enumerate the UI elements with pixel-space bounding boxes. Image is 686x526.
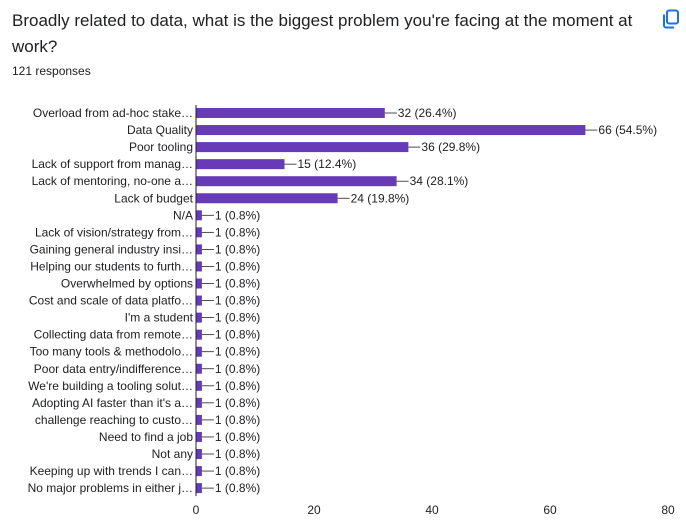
category-label: Need to find a job	[99, 430, 193, 444]
bar	[196, 159, 285, 170]
category-label: challenge reaching to custo…	[35, 413, 193, 427]
data-label: 1 (0.8%)	[215, 362, 260, 376]
category-label: Gaining general industry insi…	[30, 242, 193, 256]
copy-chart-button[interactable]	[660, 8, 682, 30]
bar	[196, 261, 202, 272]
category-label: Cost and scale of data platfo…	[29, 294, 193, 308]
bar	[196, 312, 202, 323]
data-label: 1 (0.8%)	[215, 208, 260, 222]
data-label: 32 (26.4%)	[398, 106, 457, 120]
bar	[196, 227, 202, 238]
bar	[196, 449, 202, 459]
response-count: 121 responses	[12, 64, 91, 78]
bar	[196, 278, 202, 289]
category-label: Keeping up with trends I can…	[30, 464, 193, 478]
bar	[196, 329, 202, 340]
question-title: Broadly related to data, what is the big…	[12, 11, 633, 56]
bar	[196, 363, 202, 374]
category-label: Adopting AI faster than it's a…	[32, 396, 193, 410]
bar	[196, 397, 202, 408]
bar	[196, 431, 202, 442]
category-label: Too many tools & methodolo…	[30, 345, 193, 359]
category-label: N/A	[173, 208, 193, 222]
bar	[196, 483, 202, 494]
category-label: Poor tooling	[129, 140, 193, 154]
x-tick-label: 60	[543, 503, 557, 517]
bar	[196, 244, 202, 255]
data-label: 24 (19.8%)	[351, 191, 410, 205]
category-label: We're building a tooling solut…	[28, 379, 193, 393]
data-label: 1 (0.8%)	[215, 311, 260, 325]
category-label: Not any	[152, 447, 193, 461]
category-label: Helping our students to furth…	[30, 259, 193, 273]
data-label: 1 (0.8%)	[215, 345, 260, 359]
data-label: 1 (0.8%)	[215, 430, 260, 444]
data-label: 1 (0.8%)	[215, 242, 260, 256]
bar	[196, 193, 338, 204]
bar	[196, 142, 409, 153]
category-label: I'm a student	[125, 311, 194, 325]
bar	[196, 380, 202, 391]
category-label: Poor data entry/indifference…	[34, 362, 193, 376]
x-tick-label: 80	[661, 503, 675, 517]
data-label: 66 (54.5%)	[598, 123, 657, 137]
category-label: Lack of budget	[114, 191, 193, 205]
data-label: 1 (0.8%)	[215, 379, 260, 393]
data-label: 36 (29.8%)	[421, 140, 480, 154]
bar	[196, 414, 202, 425]
category-label: Lack of vision/strategy from…	[35, 225, 193, 239]
bar	[196, 466, 202, 477]
category-label: No major problems in either j…	[28, 481, 193, 495]
x-tick-label: 0	[193, 503, 200, 517]
category-label: Lack of support from manag…	[32, 157, 193, 171]
data-label: 34 (28.1%)	[410, 174, 469, 188]
bar	[196, 176, 397, 187]
data-label: 1 (0.8%)	[215, 328, 260, 342]
bar	[196, 108, 385, 118]
category-label: Collecting data from remote…	[34, 328, 193, 342]
data-label: 1 (0.8%)	[215, 464, 260, 478]
data-label: 1 (0.8%)	[215, 277, 260, 291]
data-label: 1 (0.8%)	[215, 396, 260, 410]
data-label: 1 (0.8%)	[215, 413, 260, 427]
bar	[196, 295, 202, 306]
bar	[196, 346, 202, 357]
bar	[196, 210, 202, 221]
bar	[196, 125, 586, 136]
category-label: Data Quality	[127, 123, 193, 137]
data-label: 15 (12.4%)	[298, 157, 357, 171]
category-label: Overwhelmed by options	[61, 277, 193, 291]
category-label: Lack of mentoring, no-one a…	[32, 174, 193, 188]
data-label: 1 (0.8%)	[215, 481, 260, 495]
category-label: Overload from ad-hoc stake…	[33, 106, 193, 120]
data-label: 1 (0.8%)	[215, 294, 260, 308]
copy-icon	[663, 9, 679, 29]
data-label: 1 (0.8%)	[215, 447, 260, 461]
x-tick-label: 20	[307, 503, 321, 517]
data-label: 1 (0.8%)	[215, 259, 260, 273]
x-tick-label: 40	[425, 503, 439, 517]
data-label: 1 (0.8%)	[215, 225, 260, 239]
